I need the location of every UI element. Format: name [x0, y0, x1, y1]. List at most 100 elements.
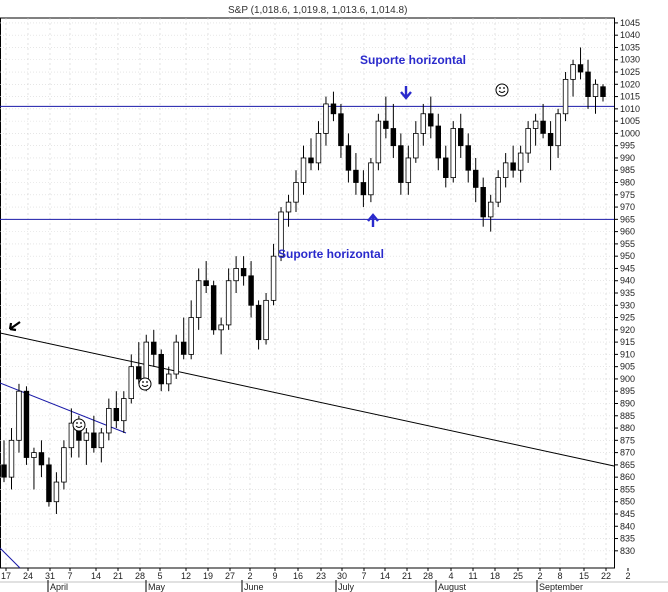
candle-body [308, 157, 314, 164]
candle-body [8, 439, 15, 478]
smiley-icon [495, 83, 509, 97]
candle [8, 428, 15, 490]
candle [68, 408, 75, 458]
x-tick-label: 17 [1, 571, 11, 581]
candle [540, 103, 546, 139]
chart-title: S&P (1,018.6, 1,019.8, 1,013.6, 1,014.8) [228, 5, 407, 16]
candle-body [195, 280, 202, 318]
smiley-eye [503, 87, 505, 89]
x-tick-label: 4 [448, 571, 453, 581]
candle-body [128, 366, 135, 399]
x-month-label: August [438, 582, 467, 592]
y-tick-label: 915 [620, 337, 635, 347]
smiley-eye [142, 381, 144, 383]
y-tick-label: 995 [620, 141, 635, 151]
x-month-label: May [148, 582, 166, 592]
candle [1, 440, 7, 483]
candle-body [113, 408, 120, 422]
candle-body [487, 201, 494, 218]
x-tick-label: 14 [380, 571, 390, 581]
candle [458, 113, 464, 158]
annotation-label: Suporte horizontal [360, 53, 466, 67]
candle [330, 91, 337, 122]
candle [383, 96, 389, 139]
candle-body [210, 285, 217, 331]
y-tick-label: 930 [620, 300, 635, 310]
candle-body [405, 157, 412, 183]
x-month-label: September [539, 582, 583, 592]
candle-body [368, 162, 374, 196]
x-month-label: July [338, 582, 355, 592]
candle [345, 133, 352, 183]
candle [180, 317, 187, 360]
y-tick-label: 970 [620, 202, 635, 212]
candle [532, 113, 539, 146]
y-tick-label: 905 [620, 362, 635, 372]
smiley-eye [80, 422, 82, 424]
candle [31, 447, 37, 490]
y-tick-label: 870 [620, 448, 635, 458]
candle-body [570, 64, 576, 80]
candle-body [158, 353, 164, 385]
candle-body [360, 182, 367, 196]
candle-body [106, 408, 112, 434]
candle [525, 121, 531, 163]
x-month-label: June [244, 582, 264, 592]
candle-body [510, 162, 516, 171]
candle [195, 268, 202, 330]
y-tick-label: 1020 [620, 79, 640, 89]
y-tick-label: 845 [620, 509, 635, 519]
y-tick-label: 985 [620, 165, 635, 175]
y-tick-label: 890 [620, 398, 635, 408]
candle [502, 153, 509, 188]
candle-body [547, 133, 554, 147]
candle-body [225, 280, 232, 326]
y-tick-label: 1000 [620, 128, 640, 138]
x-tick-label: 5 [157, 571, 162, 581]
candle [158, 349, 164, 392]
candle-body [472, 169, 479, 188]
smiley-mouth [498, 90, 506, 93]
candle [495, 170, 501, 208]
y-tick-label: 910 [620, 349, 635, 359]
y-tick-label: 1040 [620, 30, 640, 40]
y-tick-label: 975 [620, 190, 635, 200]
candle-body [188, 317, 194, 355]
candle [203, 261, 209, 293]
candle [210, 280, 217, 335]
y-tick-label: 990 [620, 153, 635, 163]
candle-body [495, 177, 501, 203]
candle-body [263, 299, 269, 341]
horizontal-levels [0, 105, 614, 220]
y-tick-label: 945 [620, 263, 635, 273]
candle [465, 133, 471, 183]
candle-body [383, 120, 389, 129]
candle-body [68, 422, 75, 449]
candle [188, 300, 194, 360]
candle [487, 194, 494, 232]
down-arrow-icon [400, 86, 412, 100]
candle-body [255, 304, 262, 341]
candle-body [450, 128, 456, 178]
candle-body [338, 113, 344, 147]
candle [428, 96, 434, 139]
smiley-icon [138, 377, 152, 391]
candle-body [203, 280, 209, 287]
candle-body [16, 390, 22, 441]
y-tick-label: 830 [620, 546, 635, 556]
candle [151, 329, 157, 367]
candle-body [517, 152, 524, 171]
candle [263, 293, 269, 345]
annotation-label: Suporte horizontal [278, 247, 384, 261]
candle [285, 194, 292, 227]
candle [121, 391, 127, 433]
candle [240, 256, 247, 286]
candle [91, 415, 97, 453]
candle [23, 386, 30, 465]
y-tick-label: 835 [620, 534, 635, 544]
smiley-face [495, 83, 509, 97]
x-tick-label: 24 [23, 571, 33, 581]
candle [315, 121, 322, 171]
candle-body [166, 373, 172, 385]
y-tick-label: 1035 [620, 42, 640, 52]
